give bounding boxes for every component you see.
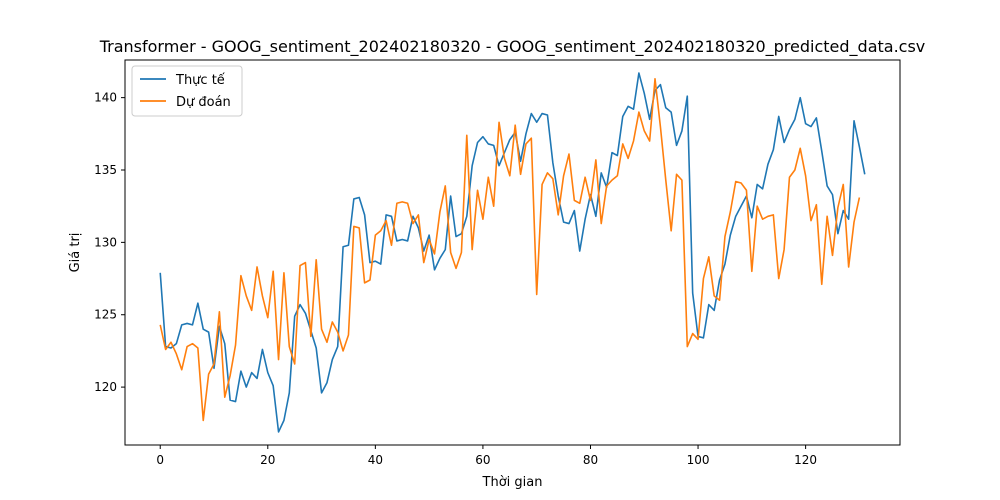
x-axis: 0 20 40 60 80 100 120 xyxy=(156,445,817,467)
x-tick-label: 100 xyxy=(687,453,710,467)
x-tick-label: 60 xyxy=(475,453,490,467)
series-line-2 xyxy=(159,78,861,422)
legend: Thực tế Dự đoán xyxy=(131,65,243,117)
y-tick-label: 140 xyxy=(94,91,117,105)
x-tick-label: 0 xyxy=(156,453,164,467)
x-tick-label: 20 xyxy=(260,453,275,467)
chart-title: Transformer - GOOG_sentiment_20240218032… xyxy=(99,37,926,57)
series-layer xyxy=(159,72,866,433)
y-tick-label: 135 xyxy=(94,163,117,177)
y-tick-label: 120 xyxy=(94,380,117,394)
x-tick-label: 40 xyxy=(368,453,383,467)
y-axis: 120 125 130 135 140 xyxy=(94,91,125,394)
x-axis-label: Thời gian xyxy=(482,475,543,490)
y-tick-label: 130 xyxy=(94,235,117,249)
legend-label: Dự đoán xyxy=(176,95,231,110)
plot-area xyxy=(124,59,901,446)
y-axis-label: Giá trị xyxy=(68,233,83,273)
legend-label: Thực tế xyxy=(175,73,225,88)
x-tick-label: 80 xyxy=(583,453,598,467)
x-tick-label: 120 xyxy=(794,453,817,467)
y-tick-label: 125 xyxy=(94,308,117,322)
